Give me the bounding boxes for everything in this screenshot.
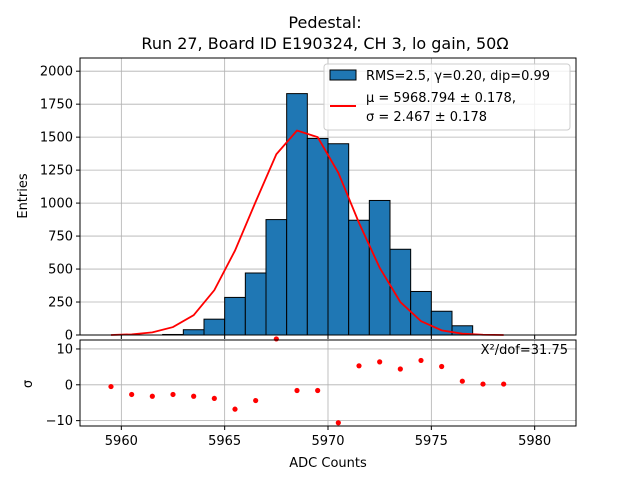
bottom-x-tick-label: 5980 — [518, 434, 551, 449]
bottom-x-tick-label: 5965 — [208, 434, 241, 449]
residual-point — [356, 363, 362, 369]
residual-point — [149, 393, 155, 399]
legend: RMS=2.5, γ=0.20, dip=0.99 μ = 5968.794 ±… — [323, 63, 571, 131]
top-y-tick-label: 1000 — [40, 197, 73, 212]
top-y-tick-label: 750 — [48, 230, 73, 245]
top-y-tick-label: 1250 — [40, 164, 73, 179]
top-y-tick-label: 2000 — [40, 65, 73, 80]
fit-curve — [110, 129, 504, 336]
residual-point — [377, 359, 383, 365]
histogram-bar — [224, 296, 246, 336]
residual-point — [315, 387, 321, 394]
top-y-tick-label: 500 — [48, 263, 73, 278]
top-y-tick-label: 250 — [48, 296, 73, 311]
bottom-y-tick-label: 10 — [56, 342, 73, 357]
bottom-x-tick-label: 5975 — [415, 434, 448, 449]
bottom-ylabel: σ — [21, 380, 36, 388]
legend-fit-mu: μ = 5968.794 ± 0.178, — [366, 91, 516, 106]
residual-point — [211, 395, 217, 402]
bottom-y-tick-label: −10 — [46, 414, 73, 429]
residual-point — [294, 387, 300, 394]
residual-point — [273, 336, 279, 342]
legend-fit-sigma: σ = 2.467 ± 0.178 — [366, 110, 487, 125]
legend-frame — [323, 63, 571, 131]
residual-point — [335, 420, 341, 426]
residual-point — [191, 393, 197, 399]
residual-point — [129, 391, 135, 398]
top-ylabel: Entries — [16, 173, 31, 219]
histogram-bar — [265, 219, 288, 336]
bottom-y-tick-label: 0 — [65, 378, 73, 393]
legend-histogram-label: RMS=2.5, γ=0.20, dip=0.99 — [366, 69, 550, 84]
histogram-bar — [389, 248, 412, 336]
residual-point — [253, 397, 259, 404]
residual-point — [170, 391, 176, 398]
bottom-xlabel: ADC Counts — [289, 456, 367, 471]
histogram-bar — [182, 329, 205, 336]
histogram-bar — [244, 272, 267, 336]
residual-plot: −10 0 10 5960 5965 5970 5975 5980 — [46, 336, 577, 449]
residual-point — [232, 406, 238, 412]
histogram-bar — [306, 137, 329, 336]
residual-point — [459, 378, 465, 384]
histogram-bar — [203, 318, 226, 336]
residual-point — [501, 381, 507, 387]
residual-point — [480, 381, 486, 387]
residual-point — [108, 383, 114, 390]
chart-subtitle: Run 27, Board ID E190324, CH 3, lo gain,… — [141, 34, 508, 53]
chart-title: Pedestal: — [288, 13, 361, 32]
bottom-x-tick-label: 5960 — [105, 434, 138, 449]
residual-point — [397, 366, 403, 372]
bottom-x-tick-label: 5970 — [311, 434, 344, 449]
top-y-tick-label: 0 — [65, 329, 73, 344]
top-y-tick-label: 1750 — [40, 98, 73, 113]
residual-point — [439, 363, 445, 370]
chi2-annotation: X²/dof=31.75 — [481, 343, 568, 358]
legend-histogram-swatch — [329, 69, 357, 81]
top-y-tick-label: 1500 — [40, 131, 73, 146]
residual-point — [418, 357, 424, 364]
